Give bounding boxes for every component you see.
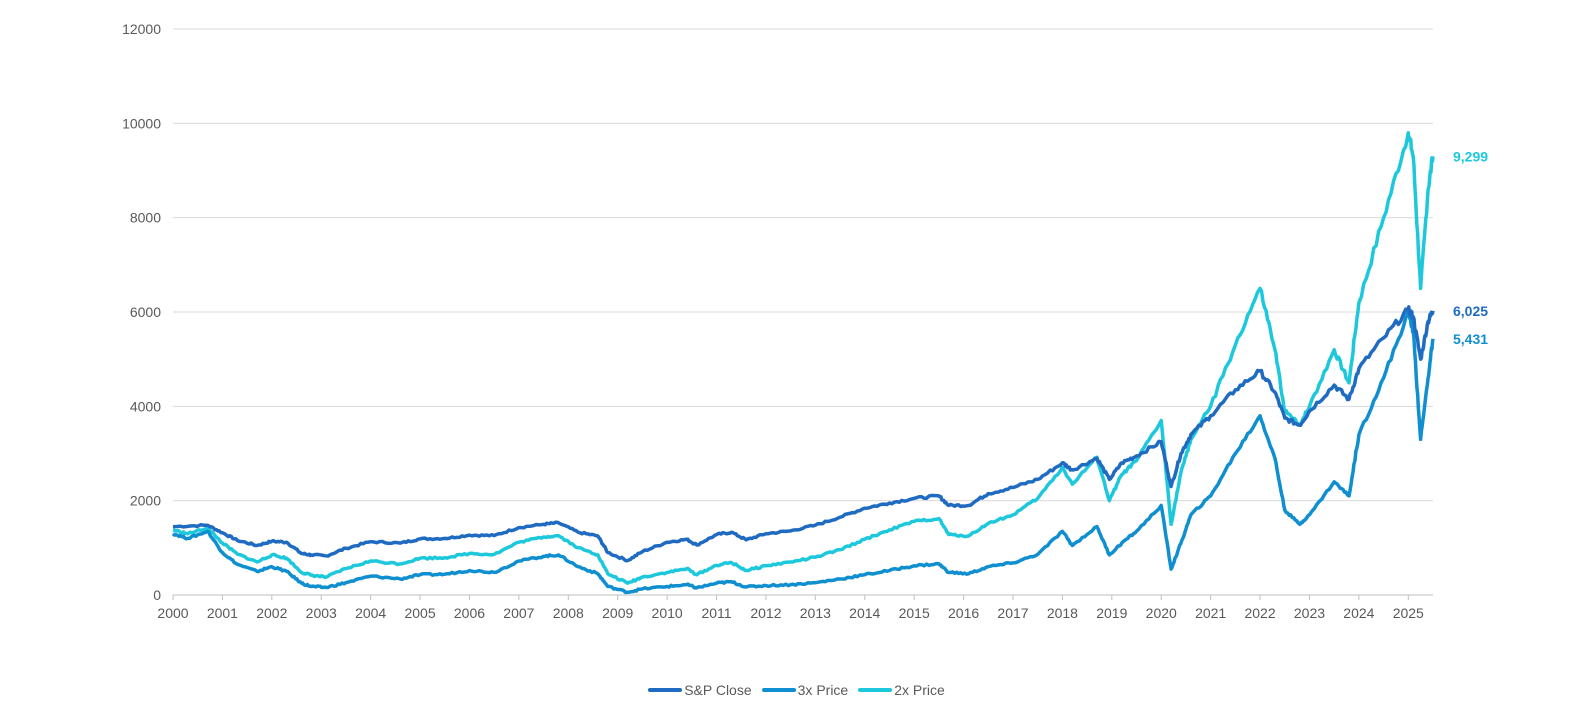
y-tick-label: 10000 [122, 115, 161, 131]
legend-item-2x-price: 2x Price [858, 682, 945, 698]
series-line-2x-price [172, 131, 1435, 585]
x-tick-label: 2023 [1294, 605, 1325, 621]
legend-label-3x-price: 3x Price [797, 682, 849, 698]
x-tick-label: 2020 [1146, 605, 1177, 621]
x-tick-label: 2017 [997, 605, 1028, 621]
y-tick-label: 12000 [122, 21, 161, 37]
legend-swatch-3x-price [761, 688, 796, 692]
legend-item-sp-close: S&P Close [648, 682, 752, 698]
series-line-s-p-close [172, 305, 1435, 563]
x-tick-label: 2013 [800, 605, 831, 621]
x-tick-label: 2010 [652, 605, 683, 621]
x-tick-label: 2008 [553, 605, 584, 621]
legend-label-2x-price: 2x Price [894, 682, 945, 698]
x-tick-label: 2007 [503, 605, 534, 621]
series-lines [171, 131, 1435, 595]
end-label-3x-price: 5,431 [1453, 331, 1488, 347]
legend-swatch-sp-close [648, 688, 683, 692]
legend-item-3x-price: 3x Price [761, 682, 849, 698]
legend-label-sp-close: S&P Close [684, 682, 752, 698]
x-tick-label: 2002 [256, 605, 287, 621]
x-tick-label: 2003 [306, 605, 337, 621]
x-tick-label: 2015 [899, 605, 930, 621]
x-tick-label: 2005 [404, 605, 435, 621]
y-tick-label: 0 [153, 587, 161, 603]
x-axis-ticks: 2000 2001 2002 2003 2004 2005 2006 2007 2008 2009… [157, 595, 1424, 621]
grid-lines [173, 28, 1433, 502]
x-tick-label: 2021 [1195, 605, 1226, 621]
x-tick-label: 2001 [207, 605, 238, 621]
x-tick-label: 2004 [355, 605, 386, 621]
y-axis-ticks: 0 2000 4000 6000 8000 10000 12000 [122, 21, 161, 603]
x-tick-label: 2022 [1244, 605, 1275, 621]
x-tick-label: 2019 [1096, 605, 1127, 621]
x-tick-label: 2011 [701, 605, 731, 621]
x-tick-label: 2016 [948, 605, 979, 621]
series-line-3x-price [171, 309, 1435, 595]
legend-swatch-2x-price [858, 688, 893, 692]
x-tick-label: 2000 [157, 605, 188, 621]
end-label-2x-price: 9,299 [1453, 148, 1488, 164]
x-tick-label: 2018 [1047, 605, 1078, 621]
y-tick-label: 4000 [130, 398, 161, 414]
y-tick-label: 8000 [130, 210, 161, 226]
y-tick-label: 2000 [130, 493, 161, 509]
x-tick-label: 2014 [849, 605, 880, 621]
end-label-s-p-close: 6,025 [1453, 303, 1488, 319]
end-labels: 6,025 5,431 9,299 [1453, 148, 1488, 346]
x-tick-label: 2012 [750, 605, 781, 621]
x-tick-label: 2009 [602, 605, 633, 621]
x-tick-label: 2025 [1393, 605, 1424, 621]
x-tick-label: 2006 [454, 605, 485, 621]
x-tick-label: 2024 [1343, 605, 1374, 621]
legend: S&P Close 3x Price 2x Price [0, 682, 1593, 698]
y-tick-label: 6000 [130, 304, 161, 320]
